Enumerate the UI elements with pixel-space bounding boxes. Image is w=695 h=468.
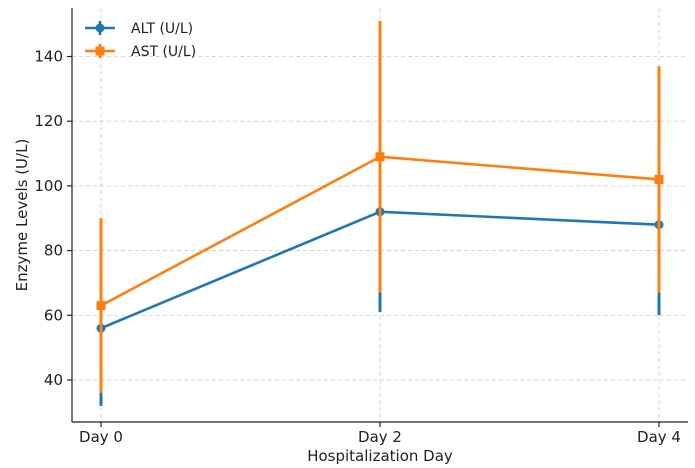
- data-point: [654, 174, 664, 184]
- y-tick-label: 100: [34, 177, 63, 195]
- legend-marker: [95, 46, 105, 56]
- data-point: [96, 301, 106, 311]
- legend-marker: [95, 23, 105, 33]
- y-tick-label: 140: [34, 48, 63, 66]
- legend: ALT (U/L) AST (U/L): [85, 21, 196, 60]
- y-tick-label: 80: [44, 242, 63, 260]
- legend-label: AST (U/L): [131, 44, 196, 60]
- y-tick-label: 120: [34, 112, 63, 130]
- legend-item: ALT (U/L): [85, 21, 193, 37]
- data-point: [375, 152, 385, 162]
- legend-item: AST (U/L): [85, 44, 196, 60]
- y-tick-label: 60: [44, 306, 63, 324]
- x-tick-label: Day 4: [637, 428, 681, 446]
- legend-label: ALT (U/L): [131, 21, 193, 37]
- series-ast: [96, 20, 664, 393]
- x-tick-label: Day 2: [358, 428, 402, 446]
- ticks: 40 60 80 100 120 140 Day 0 Day 2 Day 4: [34, 48, 681, 446]
- series-layer: [96, 20, 664, 406]
- y-tick-label: 40: [44, 371, 63, 389]
- y-axis-title: Enzyme Levels (U/L): [13, 139, 31, 292]
- x-axis-title: Hospitalization Day: [307, 447, 453, 465]
- x-tick-label: Day 0: [79, 428, 123, 446]
